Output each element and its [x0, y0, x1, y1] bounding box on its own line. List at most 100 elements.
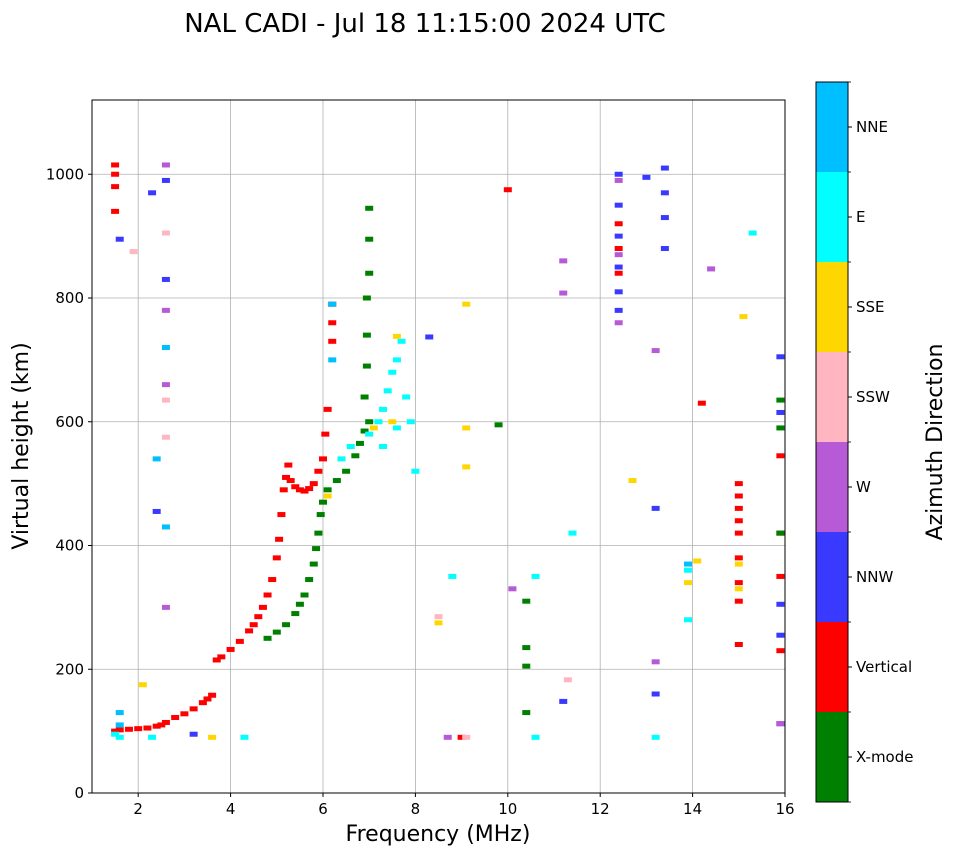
data-point [563, 677, 572, 683]
colorbar-segment [816, 82, 848, 172]
x-tick-label: 16 [775, 800, 794, 818]
data-point [683, 580, 692, 586]
data-point [309, 561, 318, 567]
chart-title: NAL CADI - Jul 18 11:15:00 2024 UTC [184, 9, 666, 39]
data-point [522, 710, 531, 716]
data-point [115, 722, 124, 728]
colorbar-label: X-mode [856, 748, 913, 766]
data-point [161, 397, 170, 403]
data-point [411, 468, 420, 474]
data-point [148, 734, 157, 740]
data-point [152, 508, 161, 514]
data-point [263, 635, 272, 641]
data-point [434, 614, 443, 620]
colorbar-label: NNW [856, 568, 893, 586]
data-point [314, 530, 323, 536]
data-point [402, 394, 411, 400]
data-point [614, 233, 623, 239]
data-point [776, 409, 785, 415]
data-point [642, 174, 651, 180]
data-point [312, 546, 321, 552]
plot-frame [91, 99, 786, 794]
data-point [245, 628, 254, 634]
data-point [559, 698, 568, 704]
data-point [651, 734, 660, 740]
data-point [392, 357, 401, 363]
data-point [346, 444, 355, 449]
data-point [115, 710, 124, 716]
colorbar-label: Vertical [856, 658, 912, 676]
data-point [425, 334, 434, 340]
data-point [277, 512, 286, 518]
data-point [651, 659, 660, 665]
data-point [365, 419, 374, 425]
data-point [161, 719, 170, 725]
data-point [522, 663, 531, 669]
data-point [568, 530, 577, 536]
data-point [388, 369, 397, 375]
data-point [776, 453, 785, 459]
data-point [362, 295, 371, 301]
data-point [734, 493, 743, 499]
data-point [660, 165, 669, 171]
data-point [522, 645, 531, 651]
data-point [734, 555, 743, 561]
data-point [365, 236, 374, 242]
y-axis-label: Virtual height (km) [9, 342, 34, 549]
colorbar-label: E [856, 208, 865, 226]
data-point [503, 187, 512, 193]
data-point [651, 348, 660, 354]
data-point [614, 289, 623, 295]
data-point [397, 338, 406, 344]
data-point [300, 592, 309, 598]
colorbar-label: W [856, 478, 871, 496]
data-point [362, 332, 371, 338]
data-point [272, 555, 281, 561]
data-point [362, 363, 371, 369]
data-point [734, 530, 743, 536]
data-point [660, 190, 669, 196]
x-tick-label: 10 [498, 800, 517, 818]
data-point [111, 171, 120, 177]
y-tick-label: 400 [55, 537, 84, 555]
data-point [263, 592, 272, 598]
data-point [189, 706, 198, 712]
data-point [212, 657, 221, 663]
data-point [406, 419, 415, 425]
data-point [734, 598, 743, 604]
series-e [111, 230, 757, 740]
colorbar-segment [816, 442, 848, 532]
y-tick-label: 200 [55, 660, 84, 678]
colorbar-segment [816, 172, 848, 262]
data-point [776, 632, 785, 638]
series-vertical [111, 162, 785, 740]
data-point [614, 221, 623, 227]
data-point [683, 567, 692, 573]
y-tick-label: 800 [55, 289, 84, 307]
data-point [734, 561, 743, 567]
data-points [111, 162, 785, 740]
data-point [462, 301, 471, 307]
data-point [494, 422, 503, 428]
data-point [115, 236, 124, 242]
data-point [319, 456, 327, 462]
data-point [365, 205, 374, 211]
data-point [360, 394, 369, 400]
data-point [776, 721, 785, 727]
data-point [651, 505, 660, 511]
data-point [342, 468, 351, 474]
data-point [332, 478, 341, 484]
data-point [328, 301, 337, 307]
data-point [208, 734, 217, 740]
data-point [124, 726, 133, 732]
data-point [152, 456, 161, 462]
data-point [614, 177, 623, 183]
data-point [614, 246, 623, 251]
data-point [522, 598, 531, 604]
data-point [254, 614, 263, 620]
data-point [776, 648, 785, 654]
data-point [351, 453, 360, 459]
data-point [291, 611, 300, 617]
data-point [161, 524, 170, 530]
data-point [152, 723, 161, 729]
